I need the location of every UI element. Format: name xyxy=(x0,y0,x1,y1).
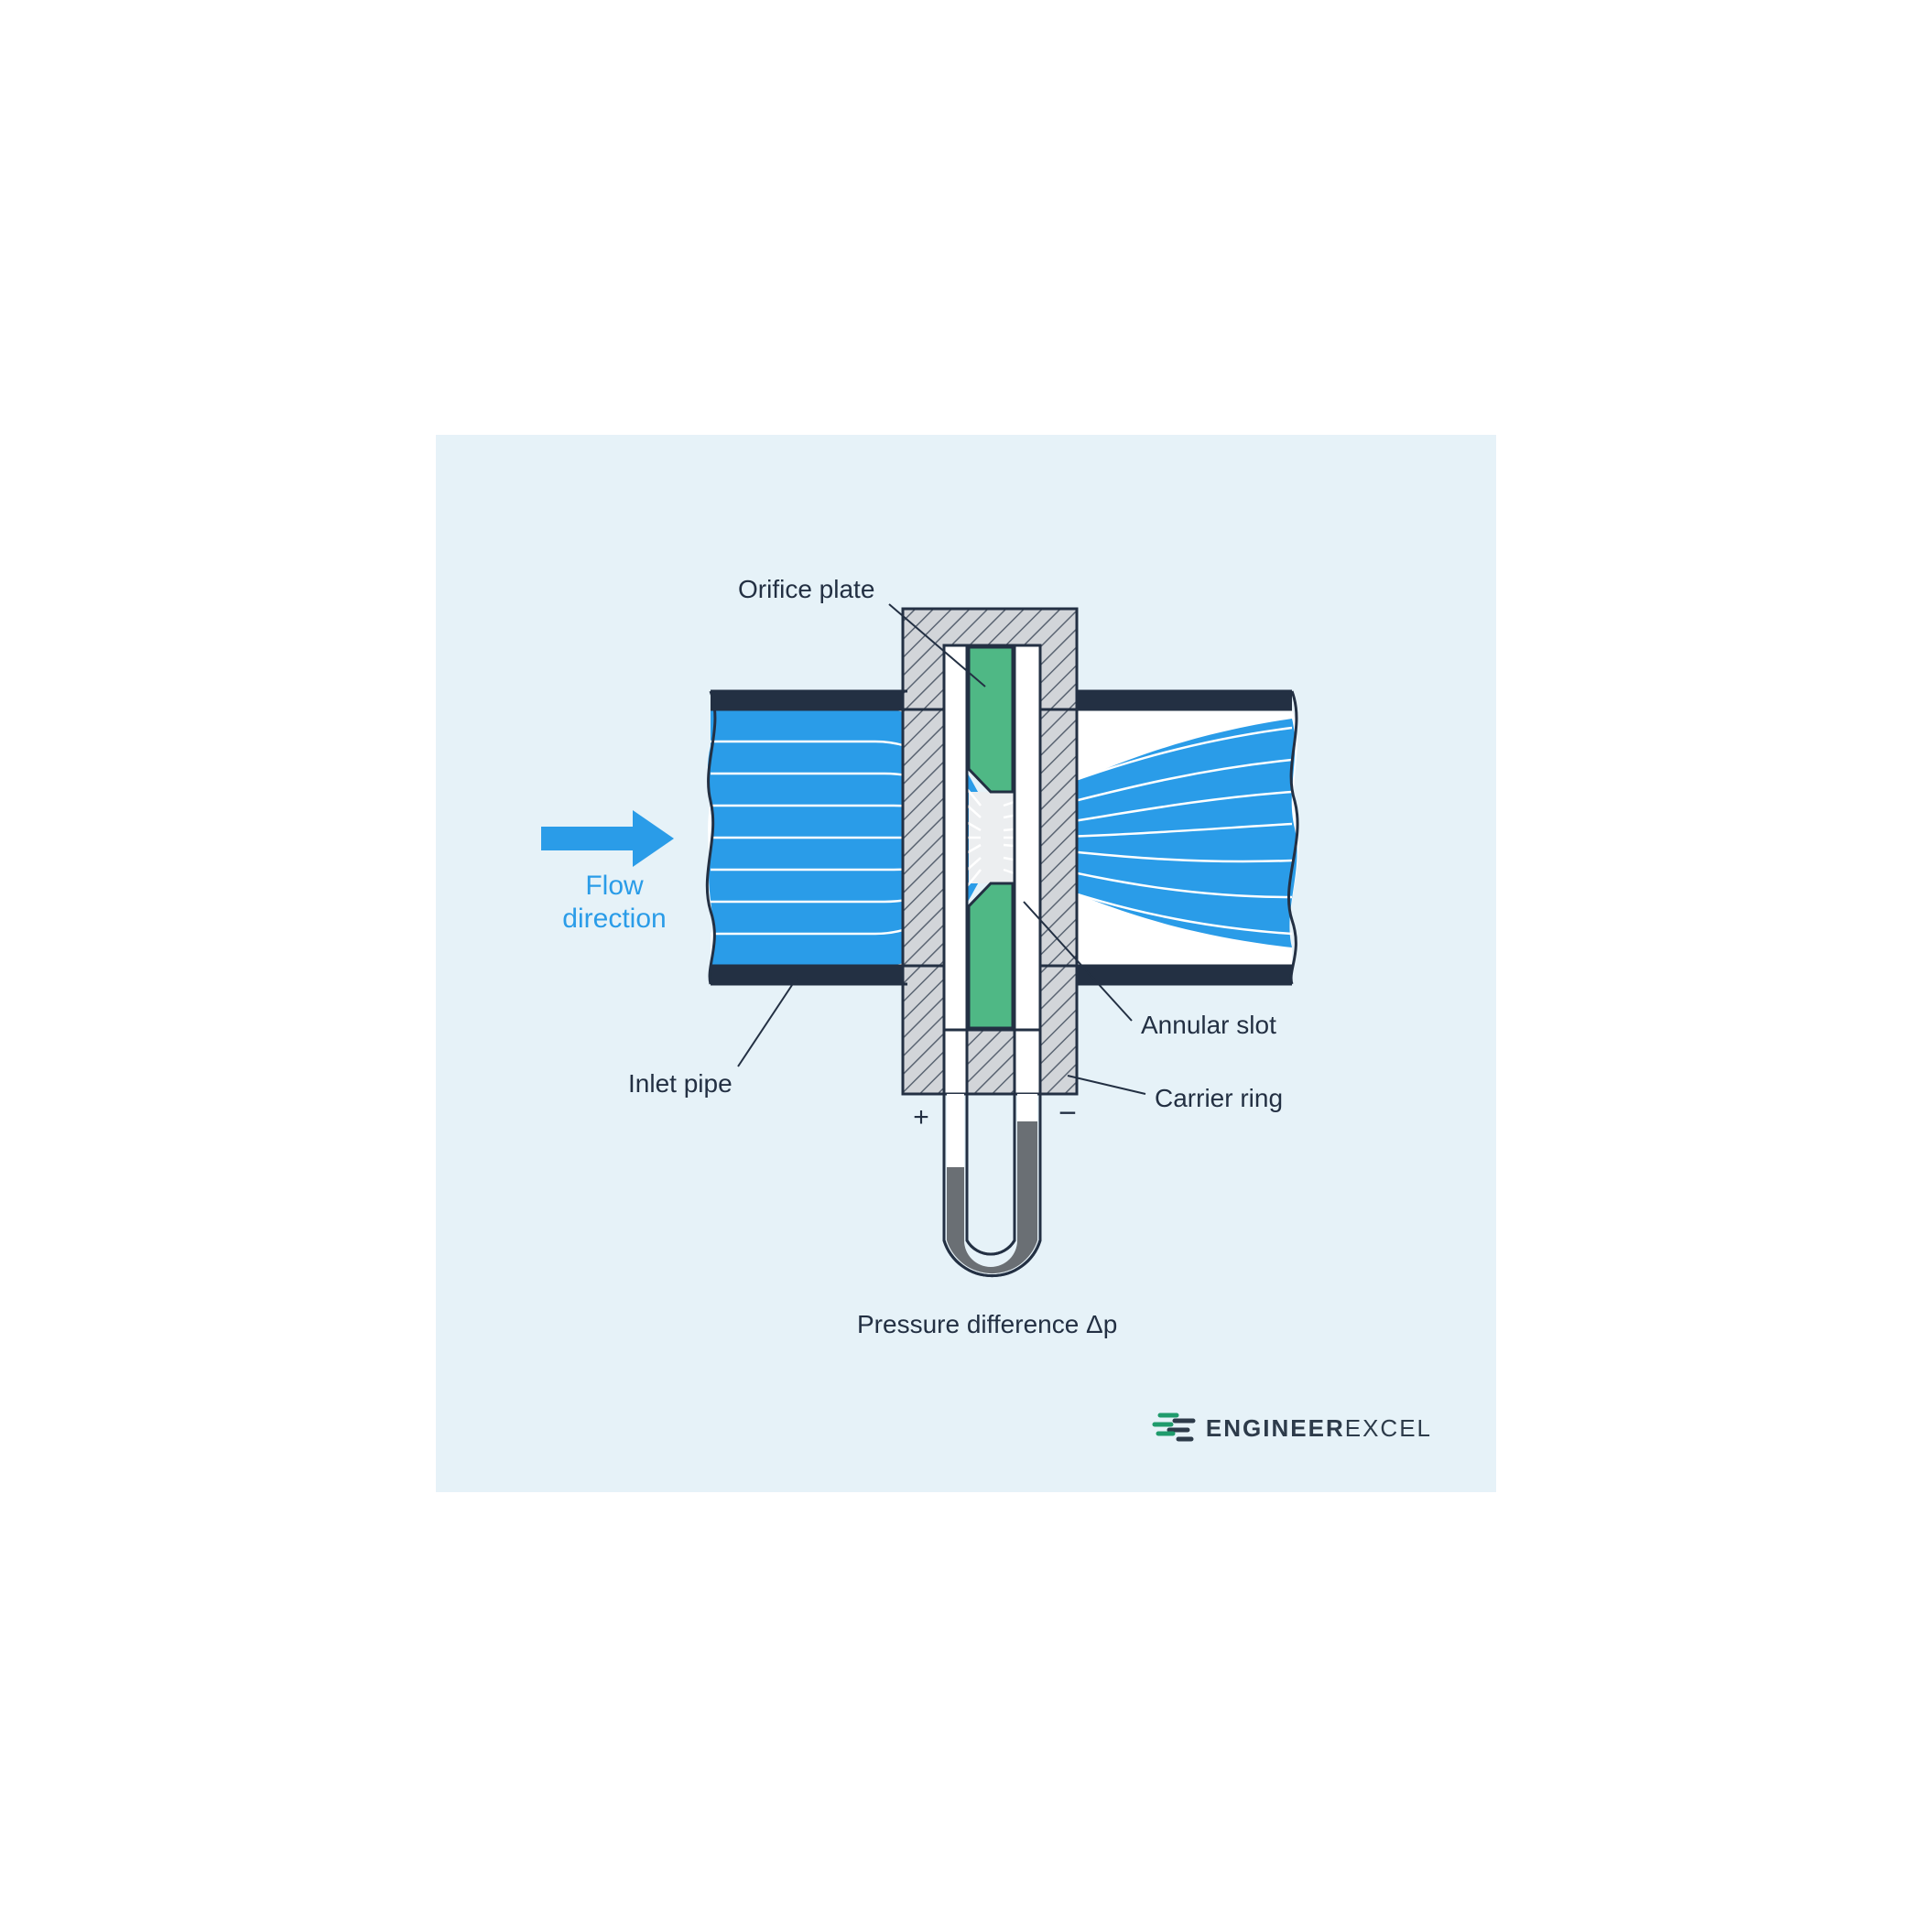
left-pipe-wall-bottom xyxy=(711,966,907,984)
label-orifice-plate: Orifice plate xyxy=(738,574,874,605)
logo: ENGINEEREXCEL xyxy=(1151,1410,1432,1446)
right-pipe-wall-bottom xyxy=(1077,966,1292,984)
label-annular-slot: Annular slot xyxy=(1141,1010,1276,1041)
manometer xyxy=(944,1094,1040,1276)
plus-sign: + xyxy=(913,1102,929,1132)
label-flow-direction: Flow direction xyxy=(550,870,678,936)
flow-arrow-icon xyxy=(541,810,674,867)
tap-right xyxy=(1015,1030,1040,1094)
label-carrier-ring: Carrier ring xyxy=(1155,1083,1283,1114)
right-pipe-wall-top xyxy=(1077,691,1292,709)
logo-text: ENGINEEREXCEL xyxy=(1206,1414,1432,1443)
tap-left xyxy=(944,1030,967,1094)
logo-icon xyxy=(1151,1410,1197,1446)
diagram-canvas: + − Orifice plate Flow direction Inlet p… xyxy=(436,435,1496,1492)
label-flow-line1: Flow xyxy=(585,871,643,901)
label-flow-line2: direction xyxy=(562,904,666,934)
logo-text-bold: ENGINEER xyxy=(1206,1414,1345,1442)
logo-text-normal: EXCEL xyxy=(1345,1414,1432,1442)
label-pressure-difference: Pressure difference Δp xyxy=(857,1309,1117,1340)
minus-sign: − xyxy=(1058,1096,1077,1131)
label-inlet-pipe: Inlet pipe xyxy=(628,1068,733,1099)
left-pipe-wall-top xyxy=(711,691,907,709)
